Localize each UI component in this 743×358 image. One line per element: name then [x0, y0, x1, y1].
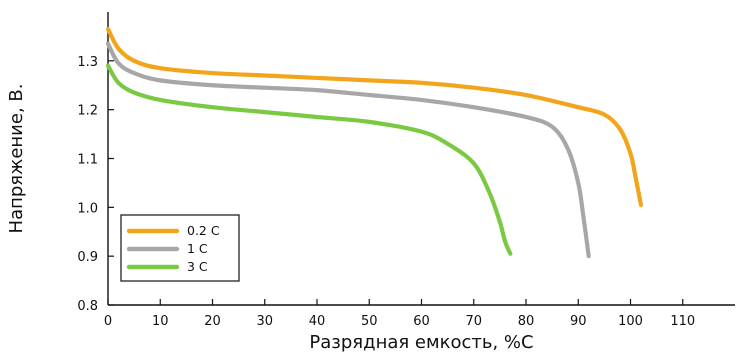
- x-tick-label: 100: [618, 314, 643, 329]
- x-tick-label: 40: [309, 314, 326, 329]
- x-tick-label: 60: [413, 314, 430, 329]
- x-tick-label: 80: [518, 314, 535, 329]
- x-tick-label: 0: [104, 314, 112, 329]
- y-tick-label: 0.9: [77, 250, 98, 265]
- x-tick-label: 110: [670, 314, 695, 329]
- x-tick-label: 10: [152, 314, 169, 329]
- series-line-3: [105, 63, 513, 256]
- series-line-2: [105, 41, 591, 259]
- x-axis-title: Разрядная емкость, %C: [309, 332, 533, 353]
- legend-layer: 0.2 C 1 C 3 C: [120, 214, 240, 282]
- x-tick-label: 70: [465, 314, 482, 329]
- legend-label-2: 1 C: [187, 241, 208, 256]
- y-tick-label: 1.0: [77, 201, 98, 216]
- y-axis-title: Напряжение, В.: [6, 84, 27, 234]
- legend-label-3: 3 C: [187, 259, 208, 274]
- axes-layer: 0 10 20 30 40 50 60 70 80 90 100 110 0.8 0.9 1.0 1.1 1.2…: [77, 12, 735, 329]
- x-tick-label: 30: [256, 314, 273, 329]
- y-tick-label: 1.1: [77, 153, 98, 168]
- x-tick-label: 90: [570, 314, 587, 329]
- legend-label-1: 0.2 C: [187, 223, 220, 238]
- series-line-1: [105, 26, 644, 207]
- x-tick-label: 20: [204, 314, 221, 329]
- x-tick-label: 50: [361, 314, 378, 329]
- series-layer: [105, 26, 644, 259]
- y-tick-label: 1.2: [77, 104, 98, 119]
- y-tick-label: 1.3: [77, 55, 98, 70]
- y-tick-label: 0.8: [77, 299, 98, 314]
